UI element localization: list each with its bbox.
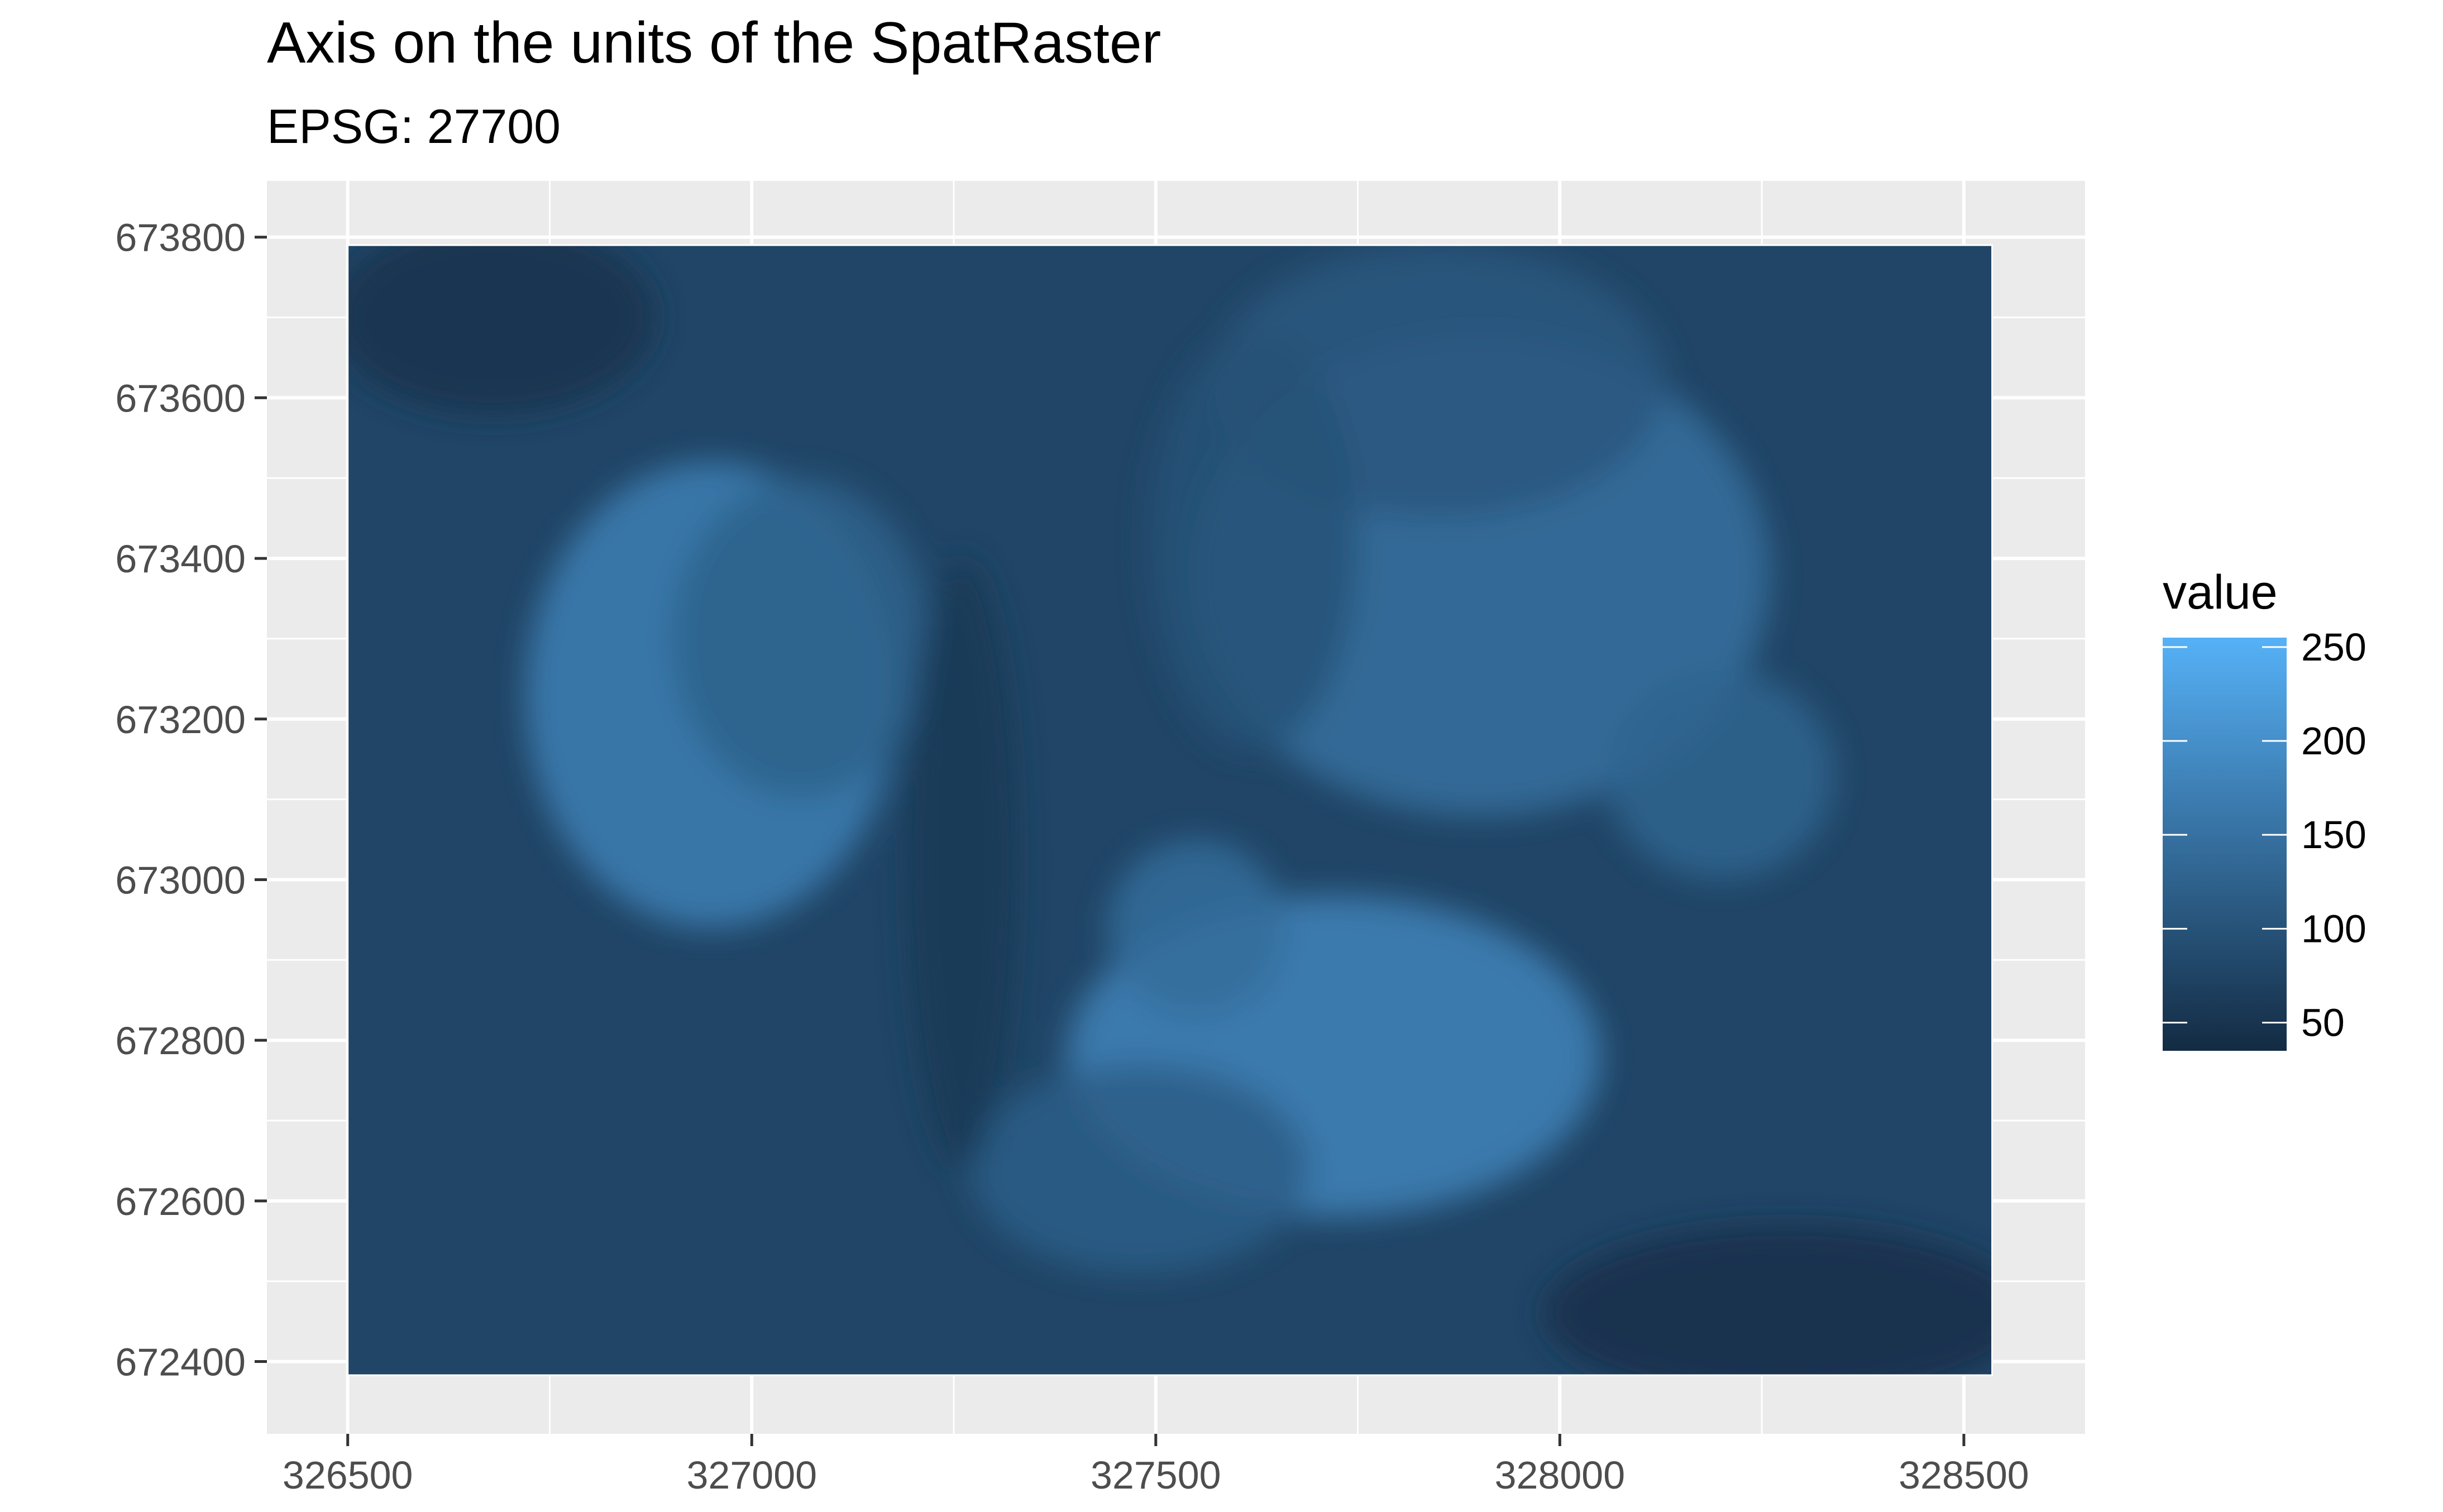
raster-feature: [1543, 1225, 1992, 1375]
chart-subtitle: EPSG: 27700: [267, 100, 561, 154]
legend-title: value: [2163, 566, 2278, 619]
legend: value 50 100 150 200 250: [2163, 566, 2366, 1051]
y-tick-label: 673600: [115, 376, 246, 420]
raster-feature: [1608, 671, 1835, 880]
chart-title: Axis on the units of the SpatRaster: [267, 11, 1161, 75]
y-tick-label: 672800: [115, 1019, 246, 1063]
raster-feature: [347, 245, 655, 414]
legend-label: 50: [2301, 1001, 2345, 1045]
y-tick-label: 673000: [115, 858, 246, 902]
y-axis: 672400 672600 672800 673000 673200 673400 6736…: [115, 216, 267, 1384]
x-axis: 326500 327000 327500 328000 328500: [283, 1434, 2029, 1497]
raster-feature: [969, 1064, 1309, 1274]
raster-feature: [671, 478, 930, 800]
raster-extent: [347, 244, 1993, 1376]
legend-colorbar: [2163, 638, 2287, 1051]
y-tick-label: 672600: [115, 1180, 246, 1223]
raster-feature: [905, 558, 1019, 1169]
y-tick-label: 673800: [115, 216, 246, 260]
legend-ticks: 50 100 150 200 250: [2163, 625, 2366, 1045]
x-tick-label: 328000: [1495, 1453, 1626, 1497]
y-tick-label: 673400: [115, 537, 246, 581]
raster-layer: [347, 245, 1992, 1375]
y-tick-label: 673200: [115, 698, 246, 741]
legend-label: 150: [2301, 813, 2366, 857]
x-tick-label: 327500: [1091, 1453, 1221, 1497]
raster-surface: [347, 245, 1992, 1375]
x-tick-label: 327000: [686, 1453, 817, 1497]
legend-label: 100: [2301, 907, 2366, 950]
x-tick-label: 328500: [1899, 1453, 2029, 1497]
raster-feature: [1148, 333, 1358, 752]
legend-label: 250: [2301, 625, 2366, 669]
y-tick-label: 672400: [115, 1341, 246, 1384]
legend-label: 200: [2301, 719, 2366, 763]
x-tick-label: 326500: [283, 1453, 413, 1497]
raster-feature: [1107, 839, 1285, 1017]
